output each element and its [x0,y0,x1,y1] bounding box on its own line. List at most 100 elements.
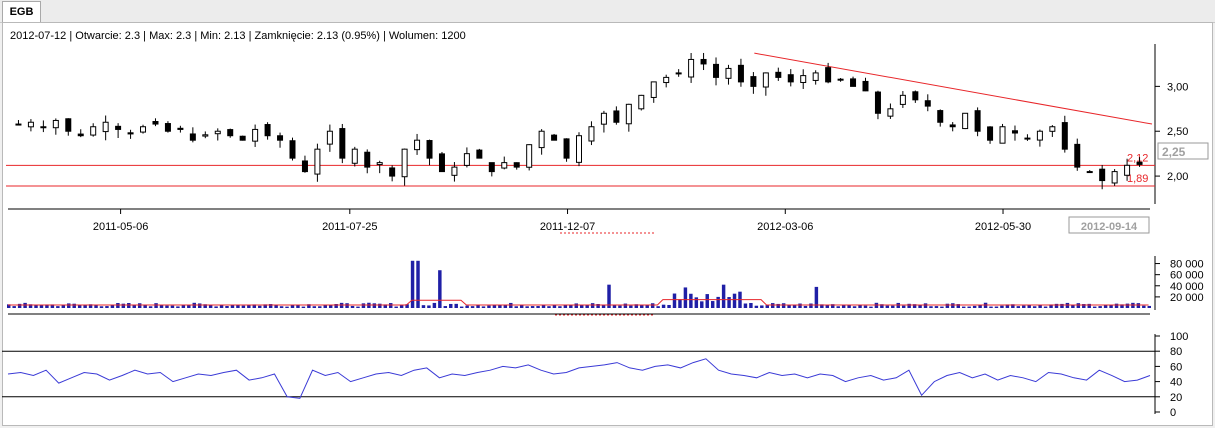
volume-bar [323,305,327,308]
candle-body [227,129,234,137]
volume-y-tick-label: 20 000 [1170,292,1204,304]
volume-bar [121,303,126,308]
price-pane: 2,00 2,50 3,00 2011-05-06 2011-07-25 2011-12-… [6,44,1209,234]
volume-bar [956,304,960,308]
candle-body [127,132,134,135]
rsi-line [7,358,1151,399]
volume-bar [443,306,448,308]
volume-bar [39,305,44,308]
volume-bar [268,304,273,308]
candle-body [364,151,371,168]
volume-bar [481,306,486,308]
volume-bar [820,304,824,308]
candle-body [899,94,906,105]
volume-bar [372,303,377,308]
volume-bar [258,305,262,308]
volume-bar [896,302,900,308]
volume-bar [328,304,333,308]
candle-body [451,166,458,176]
candle-body [389,167,396,177]
volume-bar [765,305,769,308]
candle-body [463,153,470,166]
volume-bar [650,303,655,308]
candle-body [688,58,695,78]
volume-bar [847,305,851,308]
volume-bar [241,305,246,308]
volume-bar [350,305,355,308]
candle-body [351,148,358,164]
volume-bar [907,303,911,308]
price-x-tick-label: 2011-05-06 [93,221,148,233]
rsi-y-tick-label: 0 [1170,407,1176,419]
volume-bar [88,304,93,308]
volume-bar [1049,304,1053,308]
volume-bar [12,306,16,308]
volume-bar [421,305,426,308]
candle-body [999,126,1006,144]
candle-body [750,76,757,87]
volume-bar [809,303,813,308]
candle-body [140,126,147,133]
candle-body [326,130,333,145]
volume-bar [1120,304,1124,308]
volume-bar [203,304,207,308]
volume-bar [792,305,797,308]
volume-bar [1065,302,1070,308]
volume-bar [143,304,147,308]
close-label: Zamknięcie: [254,30,314,42]
candle-body [526,144,533,168]
candle-body [987,126,994,141]
volume-bar [836,306,840,308]
candle-body [924,100,931,107]
volume-bar [378,303,382,308]
tab-egb[interactable]: EGB [2,1,41,22]
volume-bar [585,304,589,308]
rsi-y-tick-label: 100 [1170,331,1188,343]
volume-bar [45,304,49,308]
candle-body [576,135,582,163]
volume-bar [1000,305,1004,308]
volume-bar [465,305,469,308]
volume-bar [667,304,671,308]
volume-bar [880,304,884,308]
volume-bar [727,297,731,308]
volume-bar [432,302,437,308]
volume-bar [519,305,524,308]
volume-bar [972,305,977,308]
volume-bar [449,303,453,308]
candle-body [277,135,284,141]
volume-bar [498,304,502,308]
volume-bar [214,306,218,308]
volume-bar [710,301,715,308]
chart-panel[interactable] [2,22,1213,426]
volume-bar [470,306,475,308]
candle-body [762,72,769,88]
volume-bar [356,306,360,308]
volume-bar [1076,303,1081,308]
candle-body [837,78,844,81]
volume-bar [50,304,55,308]
volume-bar [56,306,60,308]
candle-body [426,140,433,159]
volume-bar [612,304,617,308]
volume-bar [951,303,955,308]
volume-bar [547,306,551,308]
volume-bar [558,306,562,308]
volume-bar [852,306,857,308]
volume-bar [694,297,699,308]
volume-bar [252,304,257,308]
candle-body [974,110,981,132]
volume-bar [487,305,491,308]
volume-bar [536,306,540,308]
volume-bar [858,304,862,308]
volume-bar [596,303,600,308]
candle-body [1086,171,1093,174]
volume-bar [1005,304,1010,308]
candle-body [40,126,47,129]
candle-body [800,75,807,83]
volume-bar [127,303,131,308]
candle-body [1136,161,1143,165]
max-value: 2.3 [175,30,192,42]
